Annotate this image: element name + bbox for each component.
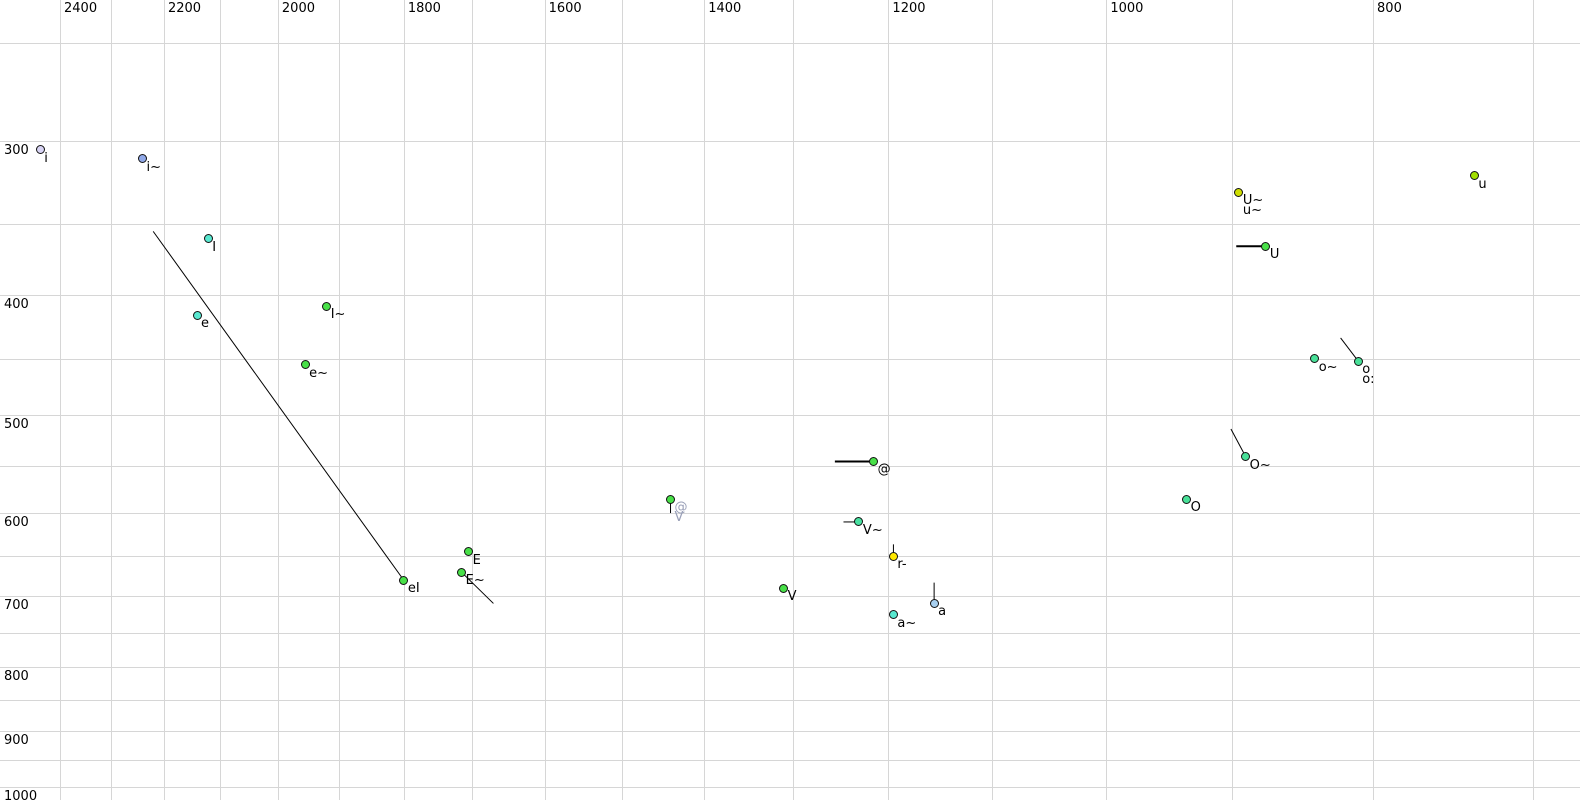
x-axis-tick-label: 1000	[1110, 1, 1144, 16]
point-label-text: i	[44, 150, 48, 166]
point-label-text: u	[1478, 176, 1487, 192]
y-axis-tick-label: 900	[4, 732, 29, 748]
point-label-text: @	[877, 462, 891, 478]
trajectory-line	[461, 571, 494, 604]
trajectory-line	[152, 231, 405, 581]
x-axis-tick-label: 2000	[281, 1, 315, 16]
point-label: U~ u~	[1242, 193, 1264, 219]
point-label-text: i~	[146, 159, 161, 175]
point-label: eI	[407, 581, 420, 597]
point-label-text: V	[787, 589, 797, 605]
x-axis-tick-label: 1600	[548, 1, 582, 16]
point-label: e~	[309, 365, 328, 381]
data-point-eI	[399, 575, 409, 585]
point-label: r-	[897, 557, 907, 573]
point-label-text: U~	[1242, 193, 1264, 209]
point-label: V~	[862, 522, 883, 538]
point-label: i~	[146, 159, 161, 175]
y-axis-tick-label: 400	[4, 297, 29, 313]
point-label-text: e~	[309, 365, 328, 381]
point-label-text: E	[472, 552, 481, 568]
point-label-text: O	[1190, 500, 1201, 516]
data-point-@	[666, 494, 676, 504]
data-point-@	[869, 456, 879, 466]
point-label-text: u~	[1242, 203, 1263, 219]
x-axis-tick-label: 2400	[64, 1, 98, 16]
x-axis-tick-label: 1200	[892, 1, 926, 16]
y-axis-tick-label: 500	[4, 417, 29, 433]
data-point-o~	[1310, 354, 1320, 364]
data-point-u	[1469, 171, 1479, 181]
point-label: V	[787, 589, 797, 605]
point-label: I	[212, 239, 217, 255]
data-point-o	[1353, 356, 1363, 366]
x-axis-tick-label: 2200	[167, 1, 202, 16]
point-label-text: r-	[897, 557, 907, 573]
point-label-text: E~	[465, 573, 485, 589]
point-label: U	[1269, 247, 1280, 263]
data-point-i~	[137, 154, 147, 164]
x-axis-tick-label: 1400	[708, 1, 742, 16]
x-axis-tick-label: 1800	[407, 1, 441, 16]
data-point-E~	[457, 567, 467, 577]
point-label: a~	[897, 615, 917, 631]
point-label-text: @	[674, 500, 688, 516]
data-point-O	[1182, 494, 1192, 504]
point-label: o o:	[1362, 362, 1375, 388]
y-axis-tick-label: 1000	[4, 789, 38, 800]
data-point-e	[192, 310, 202, 320]
point-label-text: I	[212, 239, 217, 255]
point-label-text: U	[1269, 247, 1280, 263]
point-label-text: o	[1362, 362, 1371, 378]
data-point-i	[35, 145, 45, 155]
data-point-a	[929, 598, 939, 608]
point-label: a	[938, 604, 947, 620]
point-label-text: I~	[330, 307, 346, 323]
point-label-text: e	[201, 316, 210, 332]
data-point-U	[1261, 241, 1271, 251]
data-point-E	[464, 547, 474, 557]
data-point-r-	[888, 551, 898, 561]
trajectory-line	[1230, 428, 1247, 457]
data-point-O~	[1241, 452, 1251, 462]
point-label-text: V	[674, 510, 684, 526]
data-point-V	[779, 583, 789, 593]
point-label: O~	[1249, 457, 1271, 473]
point-label-text: o~	[1318, 359, 1338, 375]
data-point-I~	[322, 301, 332, 311]
data-point-a~	[888, 610, 898, 620]
y-axis-tick-label: 700	[4, 597, 29, 613]
point-label-text: O~	[1249, 457, 1271, 473]
point-label-text: a	[938, 604, 947, 620]
point-label: i	[44, 150, 48, 166]
point-label-text: eI	[407, 581, 420, 597]
point-label-text: V~	[862, 522, 883, 538]
point-label: u	[1478, 176, 1487, 192]
x-axis-tick-label: 800	[1377, 1, 1402, 16]
data-point-U~	[1234, 187, 1244, 197]
data-point-e~	[300, 360, 310, 370]
data-point-V~	[854, 517, 864, 527]
point-label: o~	[1318, 359, 1338, 375]
point-label: E	[472, 552, 481, 568]
point-label-text: o:	[1362, 372, 1375, 388]
point-label: O	[1190, 500, 1201, 516]
point-label: @	[877, 462, 891, 478]
point-label: @ V	[674, 500, 688, 526]
point-label: E~	[465, 573, 485, 589]
data-point-I	[203, 234, 213, 244]
point-label: I~	[330, 307, 346, 323]
y-axis-tick-label: 300	[4, 143, 29, 158]
y-axis-tick-label: 600	[4, 515, 29, 531]
point-label: e	[201, 316, 210, 332]
point-label-text: a~	[897, 615, 917, 631]
y-axis-tick-label: 800	[4, 669, 29, 685]
